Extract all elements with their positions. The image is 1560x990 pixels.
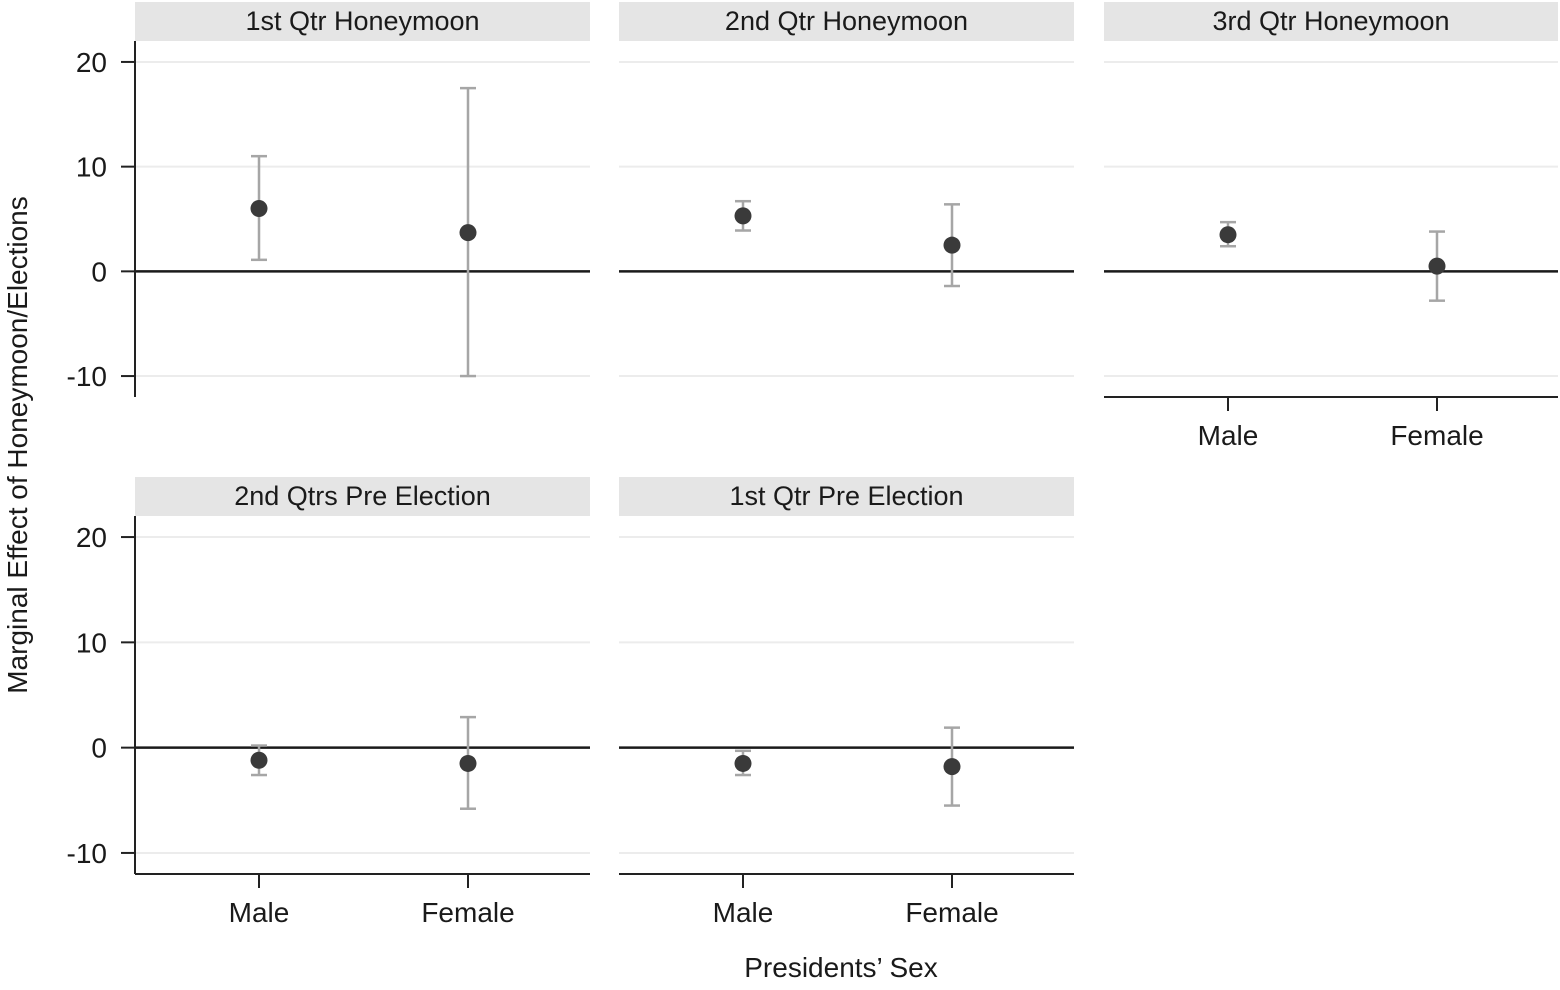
y-tick-label: -10: [67, 361, 107, 392]
y-tick-label: 0: [91, 256, 107, 287]
facet-strip: [619, 2, 1074, 41]
y-axis-title: Marginal Effect of Honeymoon/Elections: [2, 196, 33, 694]
point-estimate: [1428, 257, 1446, 275]
panel-5: 1st Qtr Pre Election Male Female: [619, 477, 1074, 928]
y-tick-label: 10: [76, 152, 107, 183]
point-estimate: [943, 758, 961, 776]
panel-4: 2nd Qtrs Pre Election 20 10 0 -10 Male Female: [67, 477, 590, 928]
facet-strip: [1104, 2, 1558, 41]
point-estimate: [250, 751, 268, 769]
y-tick-label: -10: [67, 838, 107, 869]
x-tick-label: Female: [1390, 420, 1483, 451]
y-tick-label: 20: [76, 47, 107, 78]
point-estimate: [459, 754, 477, 772]
x-tick-label: Male: [713, 897, 774, 928]
facet-title: 1st Qtr Honeymoon: [245, 6, 479, 36]
point-estimate: [250, 200, 268, 218]
x-tick-label: Female: [421, 897, 514, 928]
facet-strip: [135, 2, 590, 41]
facet-title: 3rd Qtr Honeymoon: [1212, 6, 1449, 36]
x-tick-label: Male: [1198, 420, 1259, 451]
panel-2: 2nd Qtr Honeymoon: [619, 2, 1074, 378]
point-estimate: [1219, 226, 1237, 244]
y-tick-label: 0: [91, 733, 107, 764]
facet-title: 1st Qtr Pre Election: [729, 481, 963, 511]
facet-title: 2nd Qtrs Pre Election: [234, 481, 491, 511]
point-estimate: [459, 224, 477, 242]
y-tick-label: 10: [76, 627, 107, 658]
panel-3: 3rd Qtr Honeymoon Male Female: [1104, 2, 1558, 451]
facet-strip: [619, 477, 1074, 516]
point-estimate: [943, 236, 961, 254]
panel-1: 1st Qtr Honeymoon 20 10 0 -10: [67, 2, 590, 397]
x-tick-label: Male: [229, 897, 290, 928]
x-axis-title: Presidents’ Sex: [744, 952, 938, 983]
facet-strip: [135, 477, 590, 516]
point-estimate: [734, 754, 752, 772]
y-tick-label: 20: [76, 522, 107, 553]
point-estimate: [734, 207, 752, 225]
facet-title: 2nd Qtr Honeymoon: [725, 6, 968, 36]
x-tick-label: Female: [905, 897, 998, 928]
